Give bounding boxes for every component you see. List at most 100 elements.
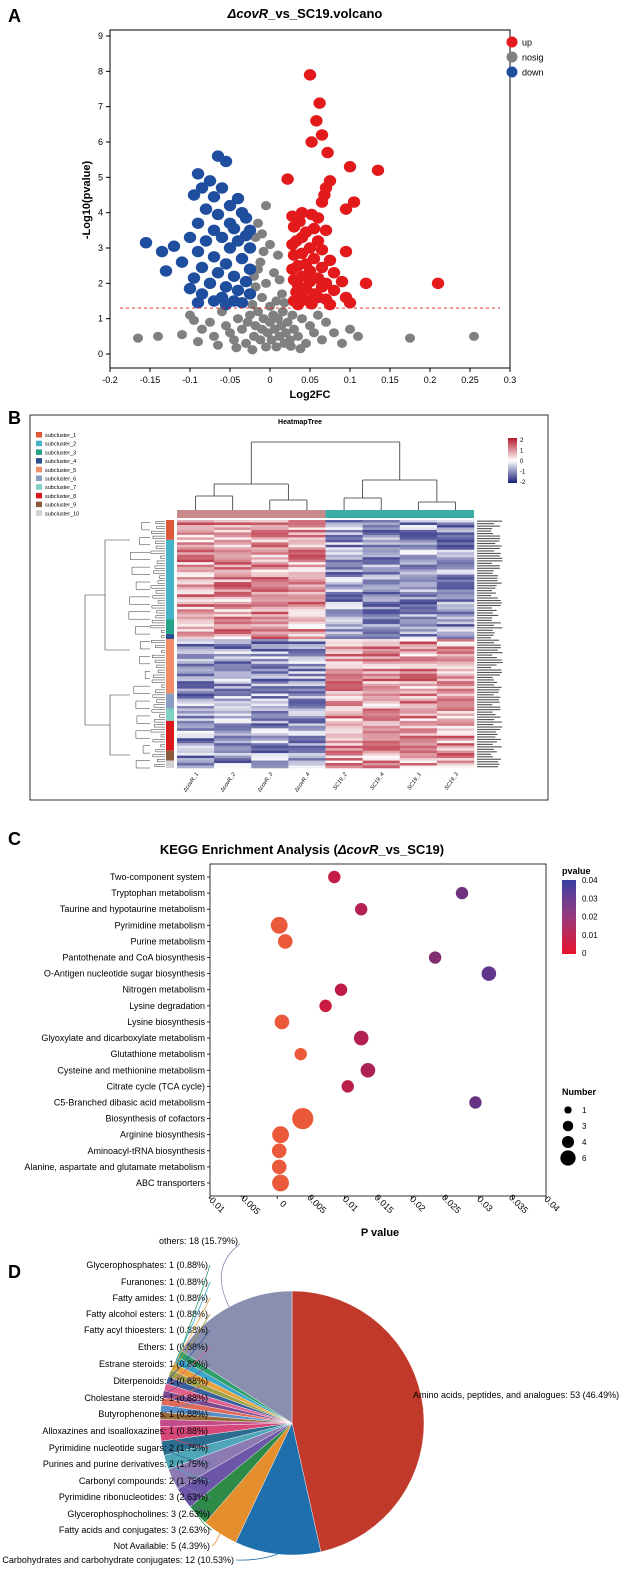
heatmap-cell xyxy=(214,733,252,737)
heatmap-cell xyxy=(214,544,252,548)
heatmap-legend-swatch xyxy=(36,449,42,455)
heatmap-row-label-placeholder xyxy=(477,597,498,599)
pie-label: Estrane steroids: 1 (0.88%) xyxy=(99,1359,208,1369)
heatmap-cell xyxy=(399,594,438,598)
heatmap-cell xyxy=(177,619,215,622)
heatmap-cell xyxy=(177,656,215,660)
volcano-point-up xyxy=(339,203,353,215)
heatmap-cell xyxy=(436,527,475,531)
heatmap-row-dendrogram xyxy=(153,719,165,723)
heatmap-cell xyxy=(362,701,401,704)
heatmap-row-label-placeholder xyxy=(477,533,494,535)
heatmap-row-label-placeholder xyxy=(477,766,499,768)
volcano-point-nosig xyxy=(405,333,415,343)
heatmap-cell xyxy=(436,567,475,570)
pie-leader-line xyxy=(164,1346,211,1388)
heatmap-cell xyxy=(251,547,289,551)
heatmap-cell xyxy=(288,646,326,650)
heatmap-cell xyxy=(251,527,289,531)
heatmap-row-dendrogram xyxy=(150,585,165,589)
heatmap-row-label-placeholder xyxy=(477,721,502,723)
heatmap-cell xyxy=(251,743,289,746)
kegg-bubble xyxy=(355,903,368,916)
kegg-category-label: Pyrimidine metabolism xyxy=(114,920,205,930)
pie-label: Diterpenoids: 1 (0.88%) xyxy=(113,1376,208,1386)
volcano-point-nosig xyxy=(261,278,271,288)
heatmap-cell xyxy=(399,520,438,523)
heatmap-cell xyxy=(288,639,326,642)
heatmap-row-dendrogram xyxy=(140,641,150,650)
heatmap-cell xyxy=(214,656,252,660)
heatmap-cell xyxy=(436,616,475,620)
volcano-point-down xyxy=(243,263,257,275)
volcano-point-nosig xyxy=(197,324,207,334)
kegg-frame xyxy=(209,863,547,1197)
heatmap-cell xyxy=(399,596,438,600)
heatmap-cell xyxy=(288,584,326,588)
heatmap-cell xyxy=(251,698,289,702)
heatmap-cell xyxy=(288,676,326,680)
heatmap-cell xyxy=(214,715,252,719)
heatmap-cell xyxy=(288,648,326,652)
volcano-xtick-label: -0.2 xyxy=(102,375,118,385)
heatmap-row-dendrogram xyxy=(153,724,165,728)
heatmap-cell xyxy=(251,564,289,568)
heatmap-row-label-placeholder xyxy=(477,562,493,564)
heatmap-row-label-placeholder xyxy=(477,671,502,674)
kegg-category-label: Biosynthesis of cofactors xyxy=(105,1114,205,1124)
heatmap-cell xyxy=(362,715,401,719)
kegg-xlabel: P value xyxy=(361,1227,399,1239)
heatmap-row-label-placeholder xyxy=(477,679,494,681)
heatmap-row-dendrogram xyxy=(155,644,165,648)
volcano-point-up xyxy=(286,263,299,275)
heatmap-cell xyxy=(214,589,252,593)
volcano-point-down xyxy=(219,155,233,168)
pie-label: Fatty acids and conjugates: 3 (2.63%) xyxy=(59,1525,210,1535)
volcano-point-nosig xyxy=(153,331,163,341)
volcano-point-down xyxy=(227,222,241,235)
heatmap-cell xyxy=(362,557,401,560)
heatmap-cell xyxy=(436,626,475,630)
heatmap-row-dendrogram xyxy=(139,537,150,546)
kegg-category-label: Lysine biosynthesis xyxy=(127,1017,205,1027)
kegg-xtick-label: 0.01 xyxy=(341,1194,360,1213)
heatmap-cell xyxy=(251,609,289,613)
heatmap-row-dendrogram xyxy=(156,759,165,763)
heatmap-legend-swatch xyxy=(36,466,42,473)
heatmap-cell xyxy=(251,651,289,655)
heatmap-cell xyxy=(288,616,326,620)
heatmap-row-label-placeholder xyxy=(477,627,503,629)
heatmap-cell xyxy=(177,733,215,737)
heatmap-cell xyxy=(436,676,475,680)
heatmap-cell xyxy=(436,728,475,732)
volcano-xtick-label: -0.1 xyxy=(182,375,198,385)
volcano-point-down xyxy=(195,182,209,194)
heatmap-cell xyxy=(214,725,252,729)
heatmap-cell xyxy=(288,688,326,692)
heatmap-cell xyxy=(288,606,326,610)
heatmap-cell xyxy=(177,559,215,563)
heatmap-cell xyxy=(214,529,252,533)
heatmap-row-label-placeholder xyxy=(477,523,494,525)
heatmap-cell xyxy=(325,743,363,746)
heatmap-cell xyxy=(362,725,401,729)
volcano-point-nosig xyxy=(177,329,187,340)
heatmap-cell xyxy=(362,758,401,761)
heatmap-cell xyxy=(251,539,289,543)
heatmap-row-label-placeholder xyxy=(477,604,501,607)
heatmap-cell xyxy=(436,614,475,618)
volcano-point-nosig xyxy=(247,345,258,355)
heatmap-cell xyxy=(177,668,215,672)
heatmap-cell xyxy=(436,596,475,600)
heatmap-cell xyxy=(177,634,215,637)
heatmap-cell xyxy=(177,604,215,608)
volcano-point-down xyxy=(139,236,153,249)
volcano-point-nosig xyxy=(213,340,223,350)
heatmap-cell xyxy=(362,688,401,692)
volcano-xtick-label: -0.15 xyxy=(140,375,161,385)
heatmap-cell xyxy=(325,653,363,657)
pie-leader-line xyxy=(211,1533,221,1547)
heatmap-cell xyxy=(362,765,401,769)
heatmap-cell xyxy=(214,559,252,563)
heatmap-row-dendrogram xyxy=(153,704,165,708)
